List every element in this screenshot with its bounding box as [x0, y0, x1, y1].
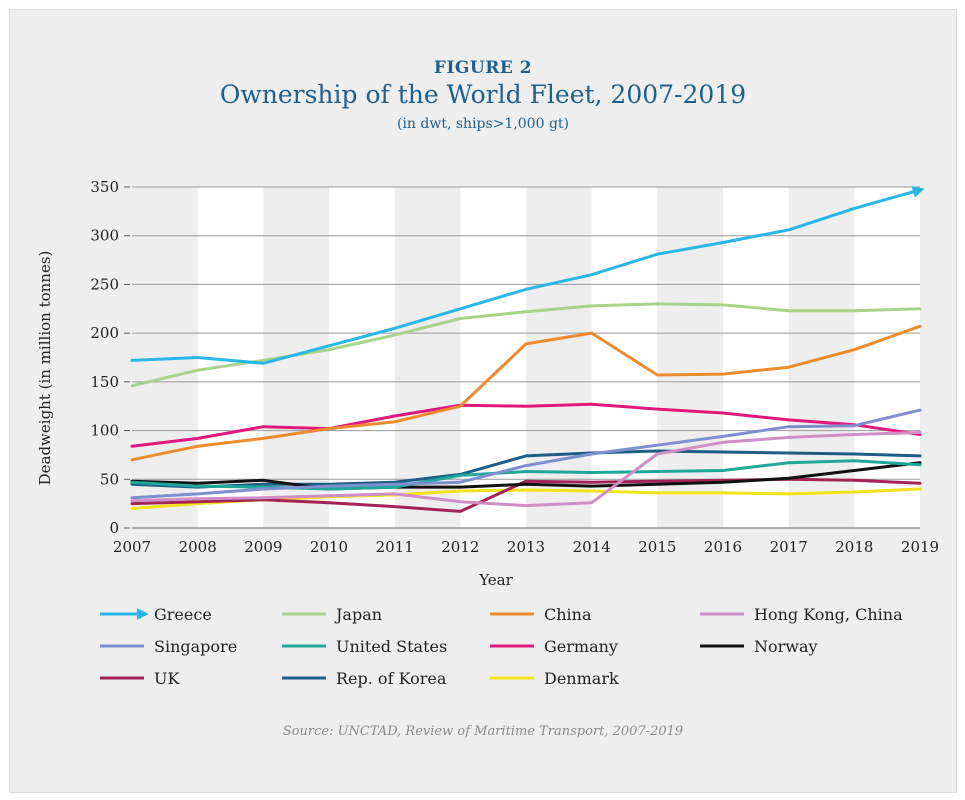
- series-line-hong-kong-china: [130, 431, 922, 508]
- series-line-singapore: [130, 408, 922, 500]
- x-tick-label: 2007: [113, 538, 151, 556]
- y-tick-label: 150: [90, 373, 119, 391]
- x-tick-label: 2015: [638, 538, 676, 556]
- series-line-rep-of-korea: [130, 449, 922, 489]
- legend-item: Greece: [100, 605, 212, 624]
- legend-label: Hong Kong, China: [754, 605, 903, 624]
- x-tick-label: 2014: [573, 538, 611, 556]
- legend-item: Norway: [700, 637, 818, 656]
- series-line-germany: [130, 402, 922, 448]
- legend-label: UK: [154, 669, 180, 688]
- legend-item: China: [490, 605, 592, 624]
- legend-item: Hong Kong, China: [700, 605, 903, 624]
- legend-label: Norway: [754, 637, 818, 656]
- plot-background: [197, 187, 920, 528]
- x-tick-label: 2016: [704, 538, 742, 556]
- chart-subtitle: (in dwt, ships>1,000 gt): [396, 116, 569, 132]
- legend-item: Germany: [490, 637, 618, 656]
- x-axis-label: Year: [478, 571, 513, 589]
- series-line-united-states: [130, 459, 922, 491]
- y-axis: 0 50 100 150 200 250 300 350: [90, 178, 130, 537]
- series-line-norway: [130, 461, 922, 491]
- figure-panel: FIGURE 2 Ownership of the World Fleet, 2…: [9, 9, 957, 793]
- legend-label: Rep. of Korea: [336, 669, 447, 688]
- y-tick-label: 0: [109, 519, 119, 537]
- legend-label: China: [544, 605, 592, 624]
- legend-label: United States: [336, 637, 447, 656]
- y-tick-label: 100: [90, 422, 119, 440]
- y-axis-label: Deadweight (in million tonnes): [36, 251, 54, 486]
- series-line-china: [130, 324, 922, 462]
- legend-item: Japan: [282, 605, 382, 624]
- plot-band: [854, 187, 920, 528]
- x-tick-label: 2009: [244, 538, 282, 556]
- x-tick-label: 2018: [835, 538, 873, 556]
- legend-label: Germany: [544, 637, 618, 656]
- x-tick-label: 2011: [376, 538, 414, 556]
- x-tick-label: 2008: [179, 538, 217, 556]
- legend-label: Japan: [334, 605, 382, 624]
- x-tick-label: 2019: [901, 538, 939, 556]
- legend-item: Denmark: [490, 669, 619, 688]
- y-tick-label: 200: [90, 324, 119, 342]
- legend-label: Greece: [154, 605, 212, 624]
- x-tick-label: 2012: [441, 538, 479, 556]
- source-note: Source: UNCTAD, Review of Maritime Trans…: [282, 724, 684, 739]
- legend-label: Singapore: [154, 637, 237, 656]
- y-tick-label: 250: [90, 275, 119, 293]
- x-tick-label: 2017: [770, 538, 808, 556]
- x-tick-label: 2010: [310, 538, 348, 556]
- y-tick-label: 50: [100, 470, 119, 488]
- legend: Greece Japan China Hong Kong, China Singapor…: [100, 605, 903, 688]
- figure-label: FIGURE 2: [433, 58, 533, 78]
- y-tick-label: 350: [90, 178, 119, 196]
- plot-band: [723, 187, 789, 528]
- legend-item: Rep. of Korea: [282, 669, 447, 688]
- plot-band: [329, 187, 395, 528]
- legend-item: UK: [100, 669, 180, 688]
- plot-band: [460, 187, 526, 528]
- legend-item: United States: [282, 637, 447, 656]
- legend-label: Denmark: [544, 669, 619, 688]
- chart-title: Ownership of the World Fleet, 2007-2019: [219, 80, 747, 109]
- series-line-greece: [130, 186, 925, 365]
- legend-item: Singapore: [100, 637, 237, 656]
- x-tick-label: 2013: [507, 538, 545, 556]
- y-tick-label: 300: [90, 227, 119, 245]
- series-layer: [130, 186, 925, 513]
- x-axis: 2007 2008 2009 2010 2011 2012 2013 2014 2015 2016…: [113, 527, 939, 556]
- series-line-japan: [130, 302, 922, 388]
